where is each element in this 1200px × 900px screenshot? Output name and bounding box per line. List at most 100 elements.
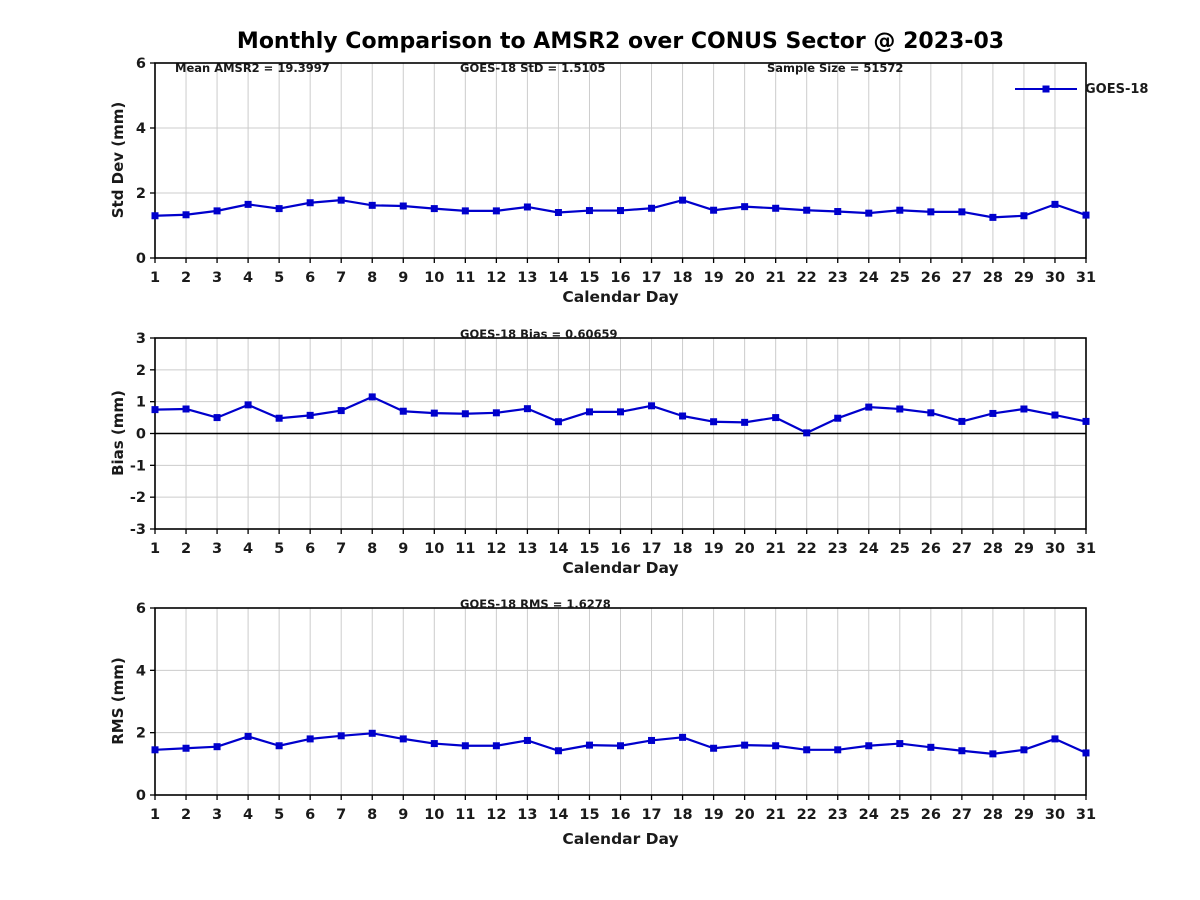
x-tick-label: 23 (828, 270, 848, 286)
data-marker (554, 418, 562, 426)
x-tick-label: 7 (336, 270, 346, 286)
y-tick-label: 2 (136, 726, 146, 742)
x-tick-label: 31 (1076, 807, 1096, 823)
y-tick-label: 2 (136, 363, 146, 379)
data-marker (958, 747, 966, 755)
data-marker (585, 408, 593, 416)
x-tick-label: 9 (398, 270, 408, 286)
data-marker (523, 736, 531, 744)
data-marker (368, 393, 376, 401)
data-marker (430, 740, 438, 748)
x-tick-label: 6 (305, 807, 315, 823)
x-tick-label: 25 (890, 270, 910, 286)
data-marker (1051, 200, 1059, 208)
x-tick-label: 10 (424, 541, 444, 557)
x-tick-label: 21 (766, 807, 786, 823)
data-marker (399, 407, 407, 415)
data-marker (1020, 405, 1028, 413)
legend: GOES-18 (1015, 82, 1148, 97)
data-marker (275, 742, 283, 750)
x-tick-label: 2 (181, 270, 191, 286)
x-tick-label: 31 (1076, 270, 1096, 286)
data-marker (1051, 735, 1059, 743)
x-tick-label: 19 (704, 541, 724, 557)
x-tick-label: 21 (766, 541, 786, 557)
x-tick-label: 4 (243, 807, 253, 823)
x-tick-label: 9 (398, 541, 408, 557)
data-marker (803, 746, 811, 754)
data-marker (1082, 749, 1090, 757)
x-tick-label: 6 (305, 541, 315, 557)
y-axis-label-stddev: Std Dev (mm) (109, 101, 127, 219)
data-marker (896, 206, 904, 214)
y-tick-label: 2 (136, 186, 146, 202)
data-marker (648, 736, 656, 744)
data-marker (927, 208, 935, 216)
data-marker (275, 205, 283, 213)
x-tick-label: 27 (952, 541, 972, 557)
x-tick-label: 22 (797, 807, 817, 823)
legend-square-marker-icon (1042, 85, 1050, 93)
x-tick-label: 30 (1045, 270, 1065, 286)
x-tick-label: 3 (212, 541, 222, 557)
data-marker (865, 742, 873, 750)
legend-line-sample (1015, 85, 1077, 93)
y-tick-label: 3 (136, 331, 146, 347)
x-axis-label-panel2: Calendar Day (562, 559, 679, 577)
data-marker (213, 207, 221, 215)
data-marker (399, 202, 407, 210)
x-tick-label: 25 (890, 807, 910, 823)
x-tick-label: 16 (610, 270, 630, 286)
data-marker (1051, 411, 1059, 419)
y-tick-label: 4 (136, 663, 146, 679)
annotation-sample-size: Sample Size = 51572 (767, 61, 904, 75)
x-tick-label: 24 (859, 270, 879, 286)
data-marker (896, 405, 904, 413)
y-axis-label-rms: RMS (mm) (109, 657, 127, 745)
x-tick-label: 24 (859, 541, 879, 557)
x-tick-label: 14 (548, 541, 568, 557)
y-tick-label: 0 (136, 788, 146, 804)
data-marker (617, 742, 624, 750)
data-marker (585, 741, 593, 749)
x-tick-label: 23 (828, 807, 848, 823)
data-marker (679, 733, 687, 741)
y-tick-label: 6 (136, 601, 146, 617)
data-marker (679, 196, 687, 204)
data-marker (896, 740, 904, 748)
x-tick-label: 20 (735, 541, 755, 557)
data-marker (989, 750, 997, 758)
data-marker (182, 211, 190, 219)
data-marker (337, 732, 345, 740)
x-tick-label: 11 (455, 541, 475, 557)
x-tick-label: 7 (336, 541, 346, 557)
data-marker (585, 207, 593, 215)
data-marker (958, 417, 966, 425)
x-tick-label: 27 (952, 807, 972, 823)
data-marker (182, 744, 190, 752)
x-tick-label: 2 (181, 807, 191, 823)
annotation-goes18-std: GOES-18 StD = 1.5105 (460, 61, 606, 75)
data-marker (803, 429, 811, 437)
data-marker (306, 411, 314, 419)
x-tick-label: 18 (672, 541, 692, 557)
data-marker (710, 744, 718, 752)
data-marker (710, 206, 718, 214)
x-tick-label: 5 (274, 541, 284, 557)
x-tick-label: 16 (610, 541, 630, 557)
data-marker (989, 409, 997, 417)
data-marker (772, 742, 780, 750)
x-tick-label: 29 (1014, 541, 1034, 557)
x-tick-label: 19 (704, 270, 724, 286)
x-tick-label: 27 (952, 270, 972, 286)
data-marker (554, 209, 562, 216)
x-tick-label: 4 (243, 270, 253, 286)
x-tick-label: 1 (150, 270, 160, 286)
data-marker (151, 212, 159, 220)
x-tick-label: 22 (797, 541, 817, 557)
x-tick-label: 15 (579, 807, 599, 823)
y-tick-label: 1 (136, 395, 146, 411)
x-tick-label: 8 (367, 270, 377, 286)
data-marker (834, 208, 842, 216)
